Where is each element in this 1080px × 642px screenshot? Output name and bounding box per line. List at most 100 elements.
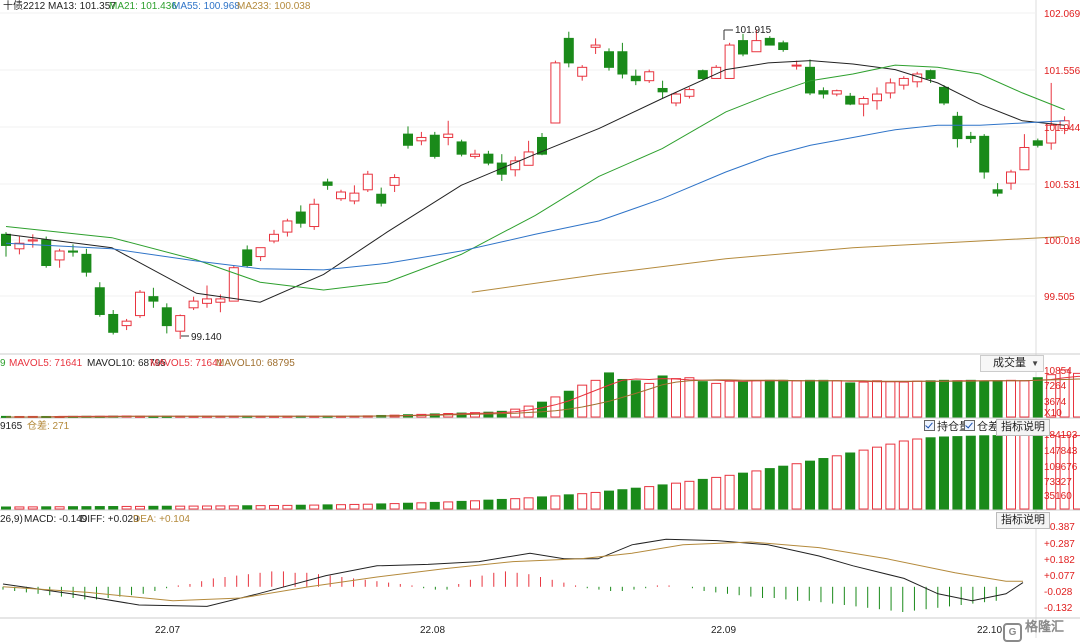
open-interest-bar bbox=[136, 506, 145, 509]
x-axis-label: 22.09 bbox=[711, 625, 736, 636]
candle-body bbox=[404, 134, 413, 145]
candle-body bbox=[926, 71, 935, 79]
candle-body bbox=[993, 190, 1002, 193]
macd-axis-label: +0.182 bbox=[1044, 555, 1075, 566]
open-interest-bar bbox=[551, 496, 560, 509]
candle-body bbox=[832, 91, 841, 94]
open-interest-bar bbox=[457, 501, 466, 509]
volume-bar bbox=[819, 380, 828, 417]
checkbox-spread[interactable]: 仓差 bbox=[964, 420, 999, 434]
x-axis-label: 22.07 bbox=[155, 625, 180, 636]
candle-body bbox=[725, 45, 734, 78]
ma55-line bbox=[6, 121, 1065, 270]
volume-bar bbox=[1007, 380, 1016, 417]
open-interest-bar bbox=[176, 506, 185, 509]
oi-axis-label: 73327 bbox=[1044, 477, 1072, 488]
volume-bar bbox=[792, 381, 801, 417]
volume-header-mavol10b: MAVOL10: 68795 bbox=[216, 358, 295, 369]
volume-bar bbox=[873, 381, 882, 417]
volume-bar bbox=[832, 381, 841, 417]
candle-body bbox=[618, 52, 627, 74]
open-interest-bar bbox=[216, 506, 225, 509]
open-interest-bar bbox=[270, 506, 279, 509]
volume-header-mavol5b: MAVOL5: 71641 bbox=[150, 358, 224, 369]
chevron-down-icon: ▼ bbox=[1031, 356, 1039, 371]
candle-body bbox=[1020, 147, 1029, 169]
candle-body bbox=[82, 254, 91, 272]
open-interest-bar bbox=[886, 444, 895, 509]
volume-bar bbox=[993, 381, 1002, 417]
open-interest-bar bbox=[69, 507, 78, 509]
open-interest-bar bbox=[618, 490, 627, 509]
candle-body bbox=[176, 316, 185, 332]
open-interest-bar bbox=[846, 453, 855, 509]
gelonghui-logo-icon: G bbox=[1003, 623, 1022, 642]
open-interest-bar bbox=[82, 507, 91, 509]
volume-bar bbox=[578, 385, 587, 417]
candle-body bbox=[605, 52, 614, 68]
volume-bar bbox=[524, 406, 533, 417]
candle-body bbox=[779, 43, 788, 50]
volume-header-prefix: 9 bbox=[0, 358, 6, 369]
price-header-ma55: MA55: 100.968 bbox=[172, 1, 240, 12]
open-interest-bar bbox=[229, 506, 238, 509]
open-interest-bar bbox=[149, 506, 158, 509]
candle-body bbox=[578, 67, 587, 76]
candle-body bbox=[363, 174, 372, 190]
volume-header-mavol5: MAVOL5: 71641 bbox=[9, 358, 83, 369]
candle-body bbox=[966, 136, 975, 138]
open-interest-bar bbox=[1020, 435, 1029, 509]
candle-body bbox=[296, 212, 305, 223]
volume-bar bbox=[940, 380, 949, 417]
volume-bar bbox=[1020, 381, 1029, 417]
open-interest-bar bbox=[564, 495, 573, 509]
open-interest-bar bbox=[685, 481, 694, 509]
macd-help-button[interactable]: 指标说明 bbox=[996, 512, 1050, 529]
candle-body bbox=[658, 88, 667, 91]
candle-body bbox=[69, 251, 78, 252]
price-header-ma21: MA21: 101.436 bbox=[109, 1, 177, 12]
macd-axis-label: +0.287 bbox=[1044, 539, 1075, 550]
open-interest-bar bbox=[1033, 435, 1042, 509]
candle-body bbox=[377, 194, 386, 203]
candle-body bbox=[484, 154, 493, 163]
volume-bar bbox=[806, 380, 815, 417]
candle-body bbox=[899, 78, 908, 85]
candle-body bbox=[953, 116, 962, 138]
candle-body bbox=[886, 83, 895, 93]
price-axis-label: 101.556 bbox=[1044, 66, 1080, 77]
open-interest-bar bbox=[538, 497, 547, 509]
candle-body bbox=[310, 204, 319, 226]
volume-bar bbox=[1074, 373, 1080, 417]
candle-body bbox=[203, 299, 212, 303]
open-interest-bar bbox=[819, 459, 828, 509]
candle-body bbox=[350, 193, 359, 201]
candle-body bbox=[698, 71, 707, 79]
candle-body bbox=[28, 240, 37, 241]
volume-bar bbox=[859, 382, 868, 417]
candle-body bbox=[430, 135, 439, 156]
candle-body bbox=[672, 94, 681, 103]
candle-body bbox=[873, 94, 882, 101]
open-interest-bar bbox=[511, 499, 520, 509]
indicator-dropdown[interactable]: 成交量 ▼ bbox=[980, 355, 1044, 372]
candle-body bbox=[337, 192, 346, 199]
candle-body bbox=[243, 250, 252, 266]
oi-help-button[interactable]: 指标说明 bbox=[996, 419, 1050, 436]
open-interest-bar bbox=[350, 504, 359, 509]
open-interest-bar bbox=[725, 475, 734, 509]
open-interest-bar bbox=[953, 437, 962, 509]
volume-bar bbox=[926, 381, 935, 417]
candle-body bbox=[859, 99, 868, 105]
open-interest-bar bbox=[631, 488, 640, 509]
volume-bar bbox=[899, 382, 908, 417]
price-axis-label: 100.531 bbox=[1044, 180, 1080, 191]
ma233-line bbox=[472, 237, 1065, 293]
open-interest-bar bbox=[980, 436, 989, 509]
candle-body bbox=[1033, 141, 1042, 145]
open-interest-bar bbox=[993, 436, 1002, 509]
price-axis-label: 101.044 bbox=[1044, 123, 1080, 134]
checkbox-checked-icon bbox=[924, 420, 935, 431]
